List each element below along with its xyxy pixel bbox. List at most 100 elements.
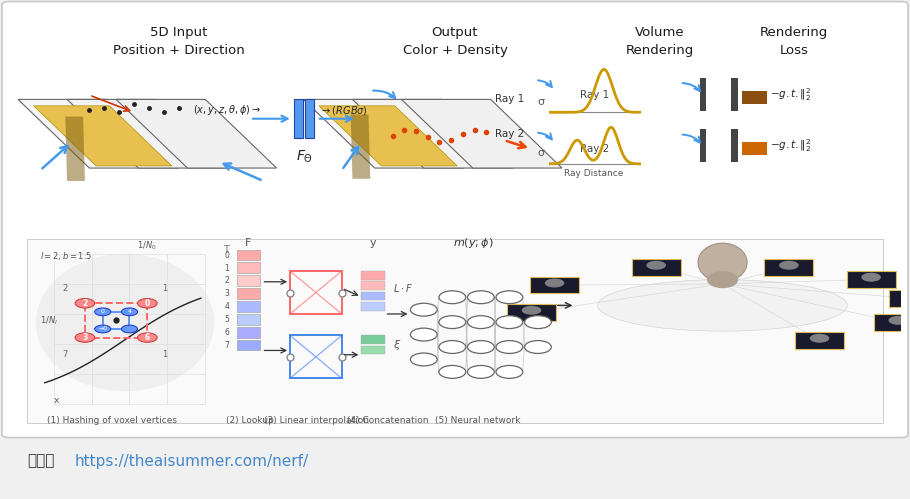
Text: $L \cdot F$: $L \cdot F$ xyxy=(392,282,412,294)
Bar xyxy=(874,314,910,331)
Bar xyxy=(889,290,910,306)
Text: 5D Input
Position + Direction: 5D Input Position + Direction xyxy=(113,26,245,57)
Text: Ray 1: Ray 1 xyxy=(495,94,524,104)
Text: σ: σ xyxy=(537,148,544,158)
Bar xyxy=(701,77,706,111)
Text: 4: 4 xyxy=(127,309,131,314)
Text: 7: 7 xyxy=(225,341,229,350)
Bar xyxy=(237,314,259,325)
Text: F: F xyxy=(245,238,251,248)
Bar xyxy=(530,277,579,293)
Text: $m(y;\phi)$: $m(y;\phi)$ xyxy=(452,236,493,250)
Text: Ray 2: Ray 2 xyxy=(495,129,524,139)
Bar xyxy=(361,335,385,344)
Circle shape xyxy=(468,365,494,378)
Text: 4: 4 xyxy=(225,302,229,311)
Bar xyxy=(290,271,342,314)
Bar xyxy=(507,304,556,320)
Text: Output
Color + Density: Output Color + Density xyxy=(402,26,508,57)
Circle shape xyxy=(496,365,522,378)
Bar xyxy=(795,332,844,349)
Text: 1: 1 xyxy=(163,284,167,293)
Bar xyxy=(361,302,385,310)
Text: $\xi$: $\xi$ xyxy=(392,338,401,352)
Text: $1/N_l$: $1/N_l$ xyxy=(40,314,58,327)
Text: Rendering
Loss: Rendering Loss xyxy=(760,26,828,57)
Polygon shape xyxy=(18,99,178,168)
Circle shape xyxy=(524,316,551,328)
Bar xyxy=(237,275,259,286)
Text: 2: 2 xyxy=(82,299,87,308)
Ellipse shape xyxy=(707,271,738,288)
Ellipse shape xyxy=(779,261,799,270)
Ellipse shape xyxy=(646,261,666,270)
Text: σ: σ xyxy=(537,96,544,107)
Text: https://theaisummer.com/nerf/: https://theaisummer.com/nerf/ xyxy=(75,454,308,469)
Ellipse shape xyxy=(545,278,564,287)
Bar xyxy=(237,262,259,273)
Text: 2: 2 xyxy=(225,276,229,285)
Text: 5: 5 xyxy=(225,315,229,324)
Circle shape xyxy=(410,353,437,366)
Text: (5) Neural network: (5) Neural network xyxy=(435,416,520,425)
Text: Ray 2: Ray 2 xyxy=(580,144,609,154)
FancyBboxPatch shape xyxy=(2,1,908,438)
Text: $- g.t.\Vert_2^2$: $- g.t.\Vert_2^2$ xyxy=(770,86,811,103)
Circle shape xyxy=(137,333,157,342)
Circle shape xyxy=(410,328,437,341)
Circle shape xyxy=(524,341,551,353)
Bar xyxy=(846,271,895,287)
Text: 1: 1 xyxy=(163,350,167,359)
Text: 2: 2 xyxy=(63,284,68,293)
Circle shape xyxy=(468,341,494,353)
Circle shape xyxy=(410,303,437,316)
Polygon shape xyxy=(34,106,172,166)
Bar xyxy=(361,346,385,354)
Ellipse shape xyxy=(862,273,881,282)
Circle shape xyxy=(121,325,137,333)
Text: (4) Concatenation: (4) Concatenation xyxy=(348,416,429,425)
Bar xyxy=(237,250,259,260)
Text: $(x,y,z,\theta,\phi)\rightarrow$: $(x,y,z,\theta,\phi)\rightarrow$ xyxy=(194,103,262,117)
Text: $- g.t.\Vert_2^2$: $- g.t.\Vert_2^2$ xyxy=(770,137,811,154)
Bar xyxy=(237,340,259,350)
Ellipse shape xyxy=(698,243,747,282)
Text: 3: 3 xyxy=(82,333,87,342)
Circle shape xyxy=(496,316,522,328)
Circle shape xyxy=(468,291,494,304)
FancyBboxPatch shape xyxy=(27,239,883,423)
Text: 0: 0 xyxy=(145,299,150,308)
Polygon shape xyxy=(303,99,464,168)
Text: 0: 0 xyxy=(225,250,229,259)
Circle shape xyxy=(76,333,95,342)
Circle shape xyxy=(137,298,157,308)
Circle shape xyxy=(468,316,494,328)
Bar xyxy=(361,271,385,279)
Circle shape xyxy=(439,365,466,378)
Bar xyxy=(732,77,738,111)
Bar xyxy=(237,301,259,312)
Text: $l=2, b=1.5$: $l=2, b=1.5$ xyxy=(40,250,93,262)
Text: →0: →0 xyxy=(98,326,107,331)
Polygon shape xyxy=(350,114,370,179)
Polygon shape xyxy=(116,99,277,168)
Bar xyxy=(305,99,314,138)
Text: $1/N_0$: $1/N_0$ xyxy=(137,239,157,251)
Circle shape xyxy=(439,316,466,328)
Text: $\rightarrow(RGB\sigma)$: $\rightarrow(RGB\sigma)$ xyxy=(319,104,368,117)
Bar xyxy=(743,142,767,155)
Text: (2) Lookup: (2) Lookup xyxy=(226,416,274,425)
Polygon shape xyxy=(67,99,228,168)
Text: (1) Hashing of voxel vertices: (1) Hashing of voxel vertices xyxy=(46,416,177,425)
Polygon shape xyxy=(401,99,562,168)
Text: (3) Linear interpolation: (3) Linear interpolation xyxy=(264,416,369,425)
Text: 6: 6 xyxy=(145,333,150,342)
Text: 6: 6 xyxy=(225,328,229,337)
Bar xyxy=(295,99,303,138)
Bar xyxy=(732,129,738,163)
Circle shape xyxy=(95,325,111,333)
Text: 3: 3 xyxy=(225,289,229,298)
Ellipse shape xyxy=(904,292,910,301)
Ellipse shape xyxy=(810,334,829,343)
Bar xyxy=(764,259,814,275)
